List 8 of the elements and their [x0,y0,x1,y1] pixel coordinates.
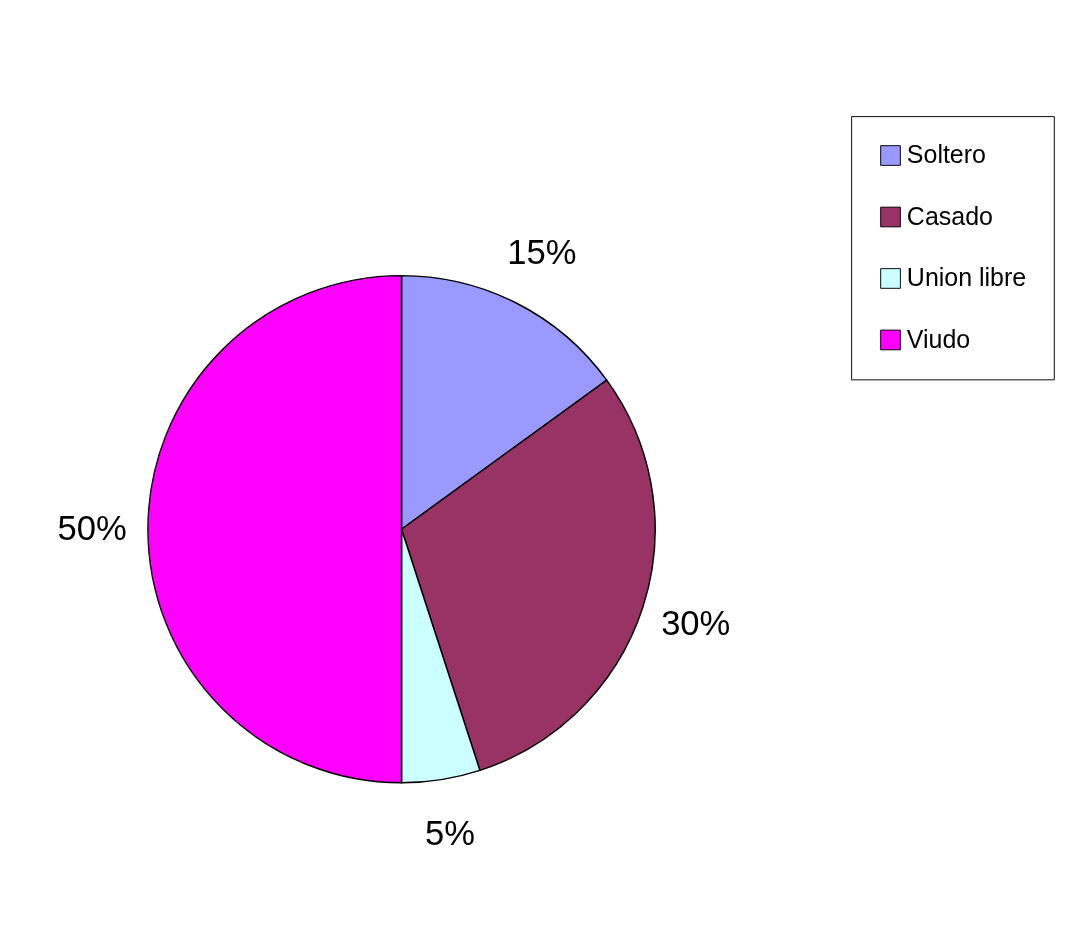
data-label: 15% [507,233,577,272]
data-label: 30% [661,604,731,643]
data-label: 50% [57,508,127,547]
legend-label: Casado [906,201,993,230]
legend-label: Union libre [906,263,1027,292]
legend-label: Viudo [906,324,971,353]
legend-label: Soltero [906,140,986,169]
data-label: 5% [424,814,475,853]
